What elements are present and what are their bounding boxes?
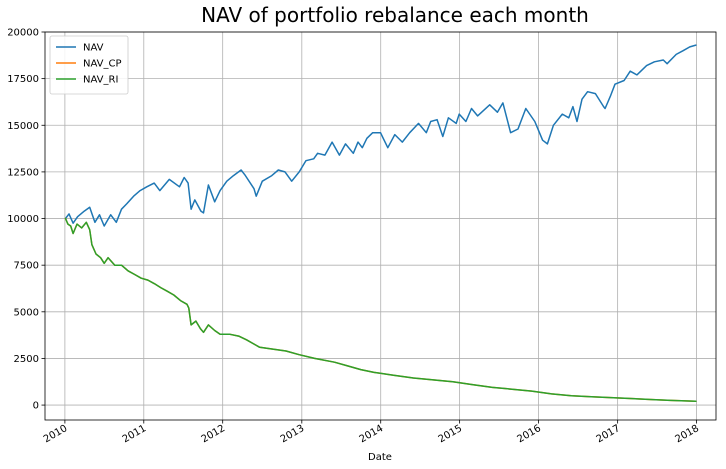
series-line-nav-ri <box>64 217 697 403</box>
x-axis-label: Date <box>368 452 392 463</box>
legend-label: NAV_RI <box>83 75 118 86</box>
legend: NAV NAV_CP NAV_RI <box>49 35 129 95</box>
series-lines <box>64 44 697 403</box>
chart-title: NAV of portfolio rebalance each month <box>201 3 589 27</box>
legend-label: NAV <box>83 43 104 54</box>
y-tick-label: 20000 <box>7 28 39 39</box>
y-tick-label: 2500 <box>14 354 39 365</box>
y-tick-label: 15000 <box>7 121 39 132</box>
series-line-nav <box>64 44 697 227</box>
legend-items: NAV NAV_CP NAV_RI <box>56 43 122 86</box>
y-tick-label: 17500 <box>7 74 39 85</box>
y-tick-label: 5000 <box>14 307 39 318</box>
y-tick-label: 7500 <box>14 261 39 272</box>
y-tick-label: 0 <box>33 401 39 412</box>
y-tick-label: 12500 <box>7 167 39 178</box>
legend-label: NAV_CP <box>83 59 122 70</box>
y-tick-label: 10000 <box>7 214 39 225</box>
